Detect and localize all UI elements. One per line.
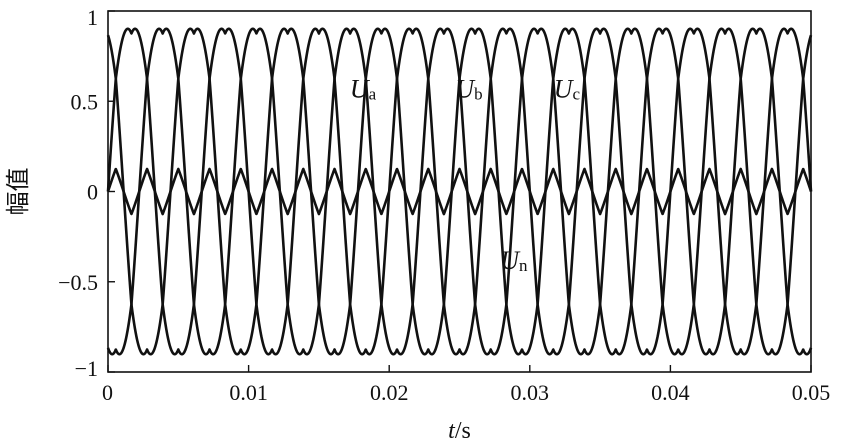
y-tick-label: −0.5 — [58, 270, 98, 295]
x-tick-label: 0.02 — [370, 380, 409, 405]
series-line-ua — [106, 27, 813, 356]
y-tick-label: −1 — [75, 356, 98, 381]
series-label-ua: Ua — [350, 75, 377, 104]
y-tick-label: 0 — [87, 180, 98, 205]
x-tick-label: 0.03 — [511, 380, 550, 405]
series-line-un — [106, 167, 813, 216]
x-tick-label: 0.04 — [651, 380, 690, 405]
x-tick-label: 0.01 — [229, 380, 268, 405]
y-tick-label: 1 — [87, 5, 98, 30]
x-tick-label: 0 — [102, 380, 113, 405]
series-labels-group: Ua Ub Uc Un — [350, 75, 581, 275]
ticks-group: 0 0.01 0.02 0.03 0.04 0.05 −1 −0.5 0 0.5 1 — [58, 5, 830, 405]
series-line-uc — [106, 27, 813, 356]
series-label-ub: Ub — [455, 75, 482, 104]
x-axis-label-unit: /s — [455, 418, 471, 442]
y-tick-label: 0.5 — [71, 89, 99, 114]
curves-group — [106, 27, 813, 356]
x-axis-label: t/s — [448, 418, 471, 442]
y-axis-label: 幅值 — [5, 168, 32, 216]
plot-frame — [107, 10, 812, 373]
series-label-uc: Uc — [554, 75, 581, 104]
x-axis-label-var: t — [448, 418, 456, 442]
series-label-un: Un — [500, 246, 528, 275]
x-tick-label: 0.05 — [792, 380, 831, 405]
